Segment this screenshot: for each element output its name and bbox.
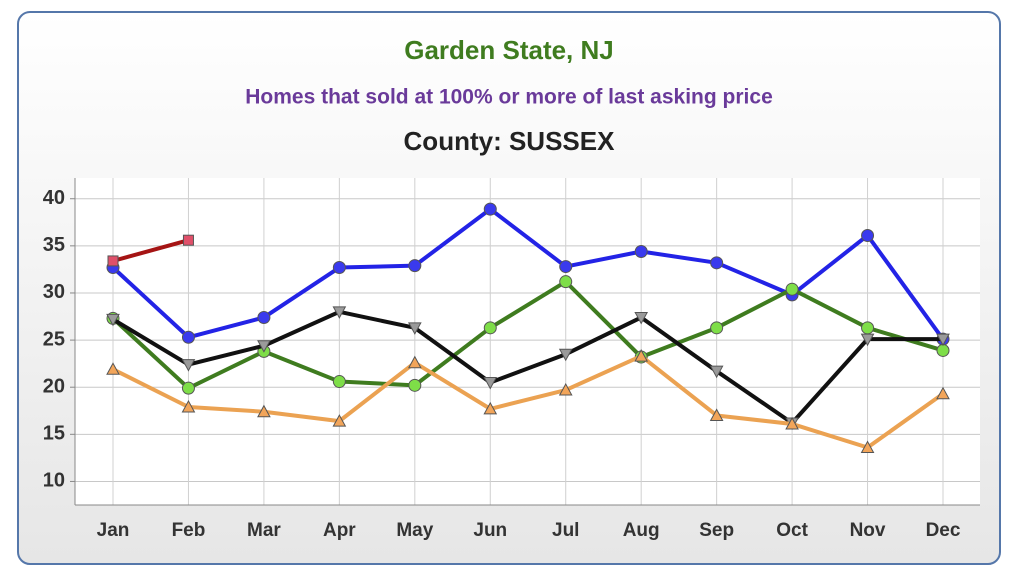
plot-area — [75, 178, 980, 505]
y-tick-label: 15 — [43, 423, 65, 445]
point — [861, 228, 875, 242]
y-tick-label: 30 — [43, 281, 65, 303]
point — [860, 440, 875, 454]
x-tick-label: Mar — [247, 520, 281, 541]
x-tick-label: Jul — [552, 520, 579, 541]
point — [332, 306, 347, 319]
point — [936, 386, 950, 400]
point — [558, 348, 573, 362]
point — [407, 322, 422, 335]
x-tick-label: May — [396, 520, 433, 541]
point — [785, 416, 799, 430]
point — [936, 343, 950, 357]
county-label: County: SUSSEX — [404, 126, 616, 156]
point — [257, 404, 271, 418]
series-line — [111, 309, 943, 426]
point — [785, 282, 799, 296]
x-tick-label: Jun — [473, 520, 507, 541]
x-tick-label: Apr — [323, 520, 356, 541]
y-tick-label: 10 — [43, 470, 65, 492]
point — [709, 365, 724, 379]
y-tick-label: 20 — [43, 375, 65, 397]
point — [257, 310, 271, 324]
point — [634, 245, 648, 259]
point — [483, 376, 498, 390]
point — [710, 321, 724, 335]
point — [181, 330, 195, 344]
point — [559, 275, 573, 289]
point — [483, 202, 497, 216]
x-tick-label: Oct — [776, 520, 808, 541]
y-tick-label: 25 — [43, 328, 65, 350]
point — [483, 321, 497, 335]
point — [936, 333, 950, 347]
point — [709, 408, 724, 421]
point — [182, 234, 194, 246]
point — [861, 321, 875, 335]
point — [332, 414, 347, 427]
series-line — [111, 279, 944, 391]
x-tick-label: Aug — [623, 520, 660, 541]
y-tick-label: 40 — [43, 187, 65, 209]
point — [106, 313, 120, 327]
x-tick-label: Sep — [699, 520, 734, 541]
point — [559, 260, 573, 274]
point — [181, 381, 195, 395]
x-tick-label: Nov — [850, 520, 886, 541]
point — [107, 255, 119, 267]
point — [408, 378, 422, 392]
x-tick-label: Dec — [926, 520, 961, 541]
point — [860, 333, 875, 347]
x-tick-label: Feb — [172, 520, 206, 541]
chart-subtitle: Homes that sold at 100% or more of last … — [245, 86, 773, 109]
x-tick-label: Jan — [97, 520, 130, 541]
series-line — [112, 354, 945, 450]
chart-title: Garden State, NJ — [404, 35, 614, 65]
point — [181, 399, 196, 413]
point — [408, 259, 422, 273]
y-tick-label: 35 — [43, 234, 65, 256]
point — [106, 362, 120, 375]
point — [634, 311, 649, 325]
series-line — [112, 238, 189, 263]
point — [634, 349, 649, 362]
point — [407, 355, 422, 369]
point — [332, 375, 346, 389]
point — [181, 359, 196, 372]
series-line — [111, 207, 945, 341]
point — [483, 401, 498, 415]
point — [332, 261, 346, 275]
point — [257, 340, 271, 353]
point — [710, 256, 724, 270]
point — [558, 382, 573, 396]
